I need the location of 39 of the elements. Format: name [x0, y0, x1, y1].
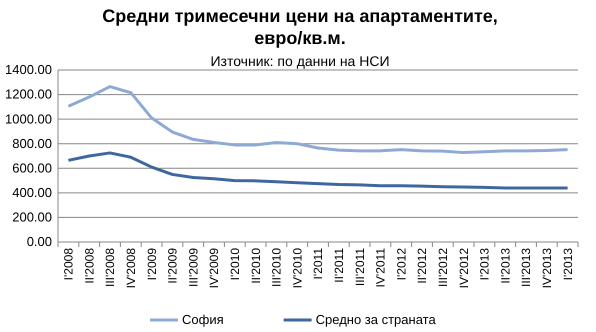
x-tick-label: IV'2013: [540, 248, 554, 288]
x-tick-label: II'2013: [498, 248, 512, 284]
x-tick-label: I'2010: [228, 248, 242, 280]
x-tick-label: I'2009: [144, 248, 159, 280]
y-tick-label: 600.00: [12, 160, 52, 176]
x-tick-label: II'2012: [415, 248, 430, 284]
x-tick-label: IV'2009: [207, 248, 222, 288]
x-tick-label: III'2009: [186, 248, 200, 287]
y-tick-label: 200.00: [12, 210, 52, 225]
y-tick-label: 400.00: [12, 185, 52, 200]
y-tick-label: 800.00: [12, 136, 52, 151]
x-tick-label: III'2011: [352, 248, 367, 286]
chart-subtitle: Източник: по данни на НСИ: [210, 53, 390, 69]
y-tick-label: 0.00: [26, 234, 52, 250]
x-tick-label: I'2008: [62, 248, 76, 280]
x-tick-label: II'2010: [248, 248, 263, 284]
x-tick-label: IV'2011: [374, 248, 388, 288]
x-tick-label: I'2013: [478, 248, 492, 280]
x-tick-label: II'2011: [332, 248, 346, 283]
x-tick-label: IV'2010: [290, 248, 304, 288]
x-tick-label: III'2013: [519, 248, 534, 287]
line-series: [66, 85, 570, 154]
legend-label: Средно за страната: [316, 312, 436, 327]
y-tick-label: 1000.00: [5, 111, 52, 126]
x-tick-label: IV'2012: [456, 248, 471, 288]
x-tick-label: IV'2008: [124, 248, 138, 288]
x-tick-label: III'2008: [103, 248, 118, 287]
x-tick-label: I'2013: [560, 248, 575, 280]
chart-title: Средни тримесечни цени на апартаментите, евро/кв.м.: [102, 6, 498, 48]
x-tick-label: II'2009: [166, 248, 180, 284]
y-tick-label: 1400.00: [5, 62, 52, 78]
x-tick-label: III'2012: [436, 248, 450, 287]
x-tick-label: I'2011: [311, 248, 326, 280]
line-series: [66, 151, 570, 190]
x-tick-label: II'2008: [82, 248, 96, 284]
y-tick-label: 1200.00: [5, 86, 52, 102]
legend-label: София: [182, 312, 224, 327]
x-tick-label: I'2012: [394, 248, 408, 280]
x-tick-label: III'2010: [270, 248, 284, 287]
